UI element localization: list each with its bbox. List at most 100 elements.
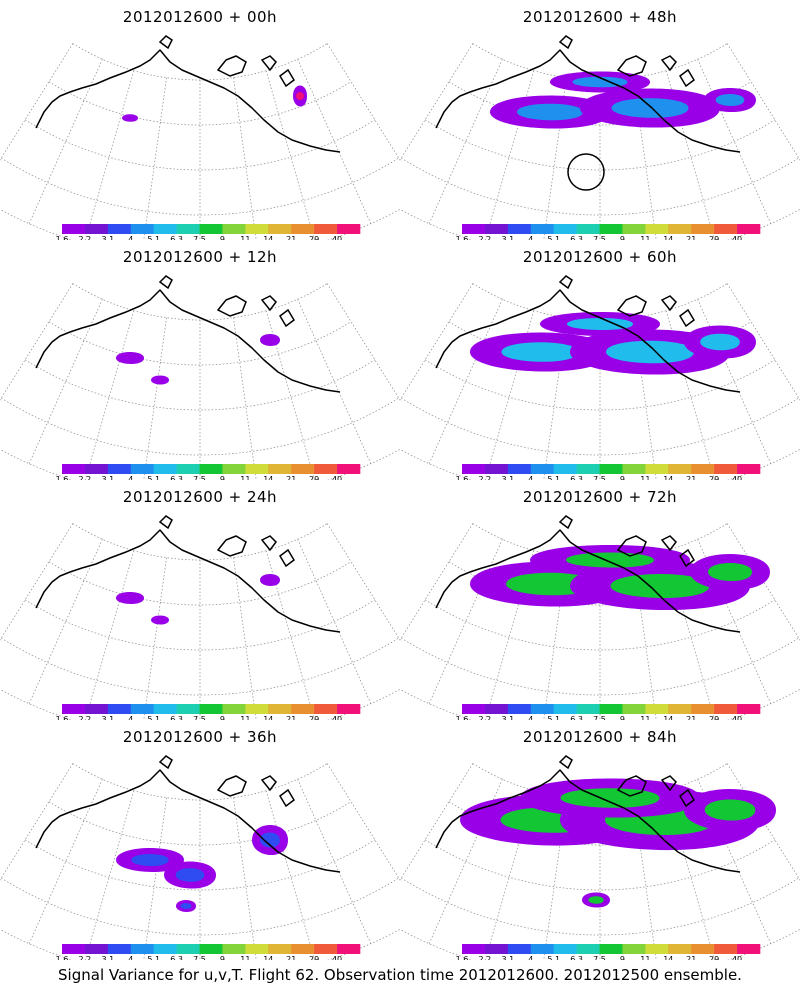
longitude-gridline — [0, 43, 74, 161]
colorbar-label: 11 — [240, 715, 250, 720]
colorbar-label: 6.3 — [570, 715, 583, 720]
map-panel: 1.6 2.2 3.1 4 5.1 6.3 7.5 9 11 14 21 29 40 2012012600… — [400, 720, 800, 960]
latitude-gridline — [0, 208, 400, 240]
colorbar-swatch — [668, 224, 692, 234]
colorbar-label: 3.1 — [101, 715, 114, 720]
colorbar-swatch — [576, 224, 600, 234]
colorbar-swatch — [62, 944, 86, 954]
colorbar-swatch — [714, 464, 738, 474]
latitude-gridline — [48, 81, 352, 126]
colorbar-swatch — [668, 944, 692, 954]
colorbar: 1.6 2.2 3.1 4 5.1 6.3 7.5 9 11 14 21 29 40 — [56, 464, 361, 480]
colorbar-swatch — [668, 464, 692, 474]
colorbar-swatch — [314, 464, 338, 474]
signal-contours — [460, 778, 776, 908]
latitude-gridline — [424, 119, 776, 171]
longitude-gridline — [326, 523, 400, 641]
colorbar-label: 9 — [220, 235, 225, 240]
colorbar-swatch — [268, 464, 292, 474]
colorbar-swatch — [507, 704, 532, 714]
colorbar-label: 14 — [663, 955, 673, 960]
map-svg: 1.6 2.2 3.1 4 5.1 6.3 7.5 9 11 14 21 29 40 — [400, 755, 800, 960]
longitude-gridline — [326, 283, 400, 401]
colorbar-swatch — [62, 704, 86, 714]
colorbar-swatch — [153, 224, 177, 234]
colorbar-label: 4 — [128, 715, 133, 720]
colorbar-swatch — [314, 704, 338, 714]
colorbar-label: 5.1 — [147, 955, 160, 960]
colorbar-swatch — [245, 704, 269, 714]
signal-contours — [116, 574, 280, 625]
colorbar-swatch — [484, 224, 509, 234]
signal-contours — [116, 825, 288, 913]
colorbar-label: 40 — [732, 235, 742, 240]
colorbar-label: 1.6 — [56, 475, 69, 480]
colorbar-swatch — [130, 224, 154, 234]
colorbar-swatch — [484, 704, 509, 714]
longitude-gridline — [143, 557, 167, 720]
longitude-gridline — [143, 797, 167, 960]
colorbar-label: 14 — [263, 715, 273, 720]
signal-core — [700, 333, 740, 351]
latitude-gridline — [48, 561, 352, 606]
colorbar-label: 1.6 — [456, 715, 469, 720]
colorbar-label: 11 — [240, 955, 250, 960]
coastline — [35, 289, 341, 393]
longitude-gridline — [0, 763, 74, 881]
colorbar-swatch — [576, 464, 600, 474]
colorbar-label: 3.1 — [101, 235, 114, 240]
colorbar-swatch — [645, 464, 669, 474]
colorbar-swatch — [645, 224, 669, 234]
panel-title: 2012012600 + 72h — [522, 488, 678, 506]
colorbar-label: 6.3 — [170, 475, 183, 480]
coastline-island — [216, 55, 247, 77]
colorbar-swatch — [576, 944, 600, 954]
coastline — [35, 769, 341, 873]
colorbar-label: 3.1 — [501, 955, 514, 960]
longitude-gridline — [265, 70, 316, 240]
colorbar-label: 11 — [640, 475, 650, 480]
colorbar-label: 7.5 — [593, 475, 606, 480]
colorbar-swatch — [645, 704, 669, 714]
colorbar-swatch — [314, 944, 338, 954]
coastline-island — [158, 35, 173, 50]
colorbar-label: 5.1 — [547, 235, 560, 240]
signal-core — [567, 318, 633, 331]
colorbar-label: 4 — [528, 235, 533, 240]
coastline-island — [558, 35, 573, 50]
colorbar-swatch — [153, 944, 177, 954]
colorbar-swatch — [553, 224, 577, 234]
map-svg: 1.6 2.2 3.1 4 5.1 6.3 7.5 9 11 14 21 29 40 — [400, 515, 800, 720]
signal-contours — [122, 85, 307, 122]
panel-title: 2012012600 + 00h — [122, 8, 278, 26]
colorbar-swatch — [484, 464, 509, 474]
coastline — [435, 769, 741, 873]
map-panel: 1.6 2.2 3.1 4 5.1 6.3 7.5 9 11 14 21 29 40 2012012600… — [400, 0, 800, 240]
coastline-island — [279, 308, 295, 328]
map-panel: 1.6 2.2 3.1 4 5.1 6.3 7.5 9 11 14 21 29 40 2012012600… — [0, 240, 400, 480]
colorbar-swatch — [691, 944, 715, 954]
colorbar-swatch — [576, 704, 600, 714]
coastline — [435, 529, 741, 633]
colorbar-swatch — [462, 704, 486, 714]
colorbar-swatch — [107, 704, 132, 714]
colorbar-swatch — [291, 224, 315, 234]
latitude-gridline — [72, 283, 328, 321]
colorbar-swatch — [530, 464, 554, 474]
colorbar-swatch — [599, 944, 623, 954]
colorbar-label: 40 — [332, 715, 342, 720]
colorbar: 1.6 2.2 3.1 4 5.1 6.3 7.5 9 11 14 21 29 40 — [456, 224, 761, 240]
colorbar-label: 14 — [663, 715, 673, 720]
colorbar-swatch — [199, 464, 223, 474]
coastline-island — [616, 295, 647, 317]
coastline-island — [279, 548, 295, 568]
colorbar-swatch — [599, 464, 623, 474]
panel-title: 2012012600 + 12h — [122, 248, 278, 266]
map-svg: 1.6 2.2 3.1 4 5.1 6.3 7.5 9 11 14 21 29 40 — [400, 275, 800, 480]
colorbar-label: 21 — [286, 955, 296, 960]
panel-title: 2012012600 + 60h — [522, 248, 678, 266]
longitude-gridline — [326, 43, 400, 161]
colorbar-swatch — [199, 224, 223, 234]
colorbar-swatch — [245, 464, 269, 474]
colorbar: 1.6 2.2 3.1 4 5.1 6.3 7.5 9 11 14 21 29 40 — [456, 944, 761, 960]
